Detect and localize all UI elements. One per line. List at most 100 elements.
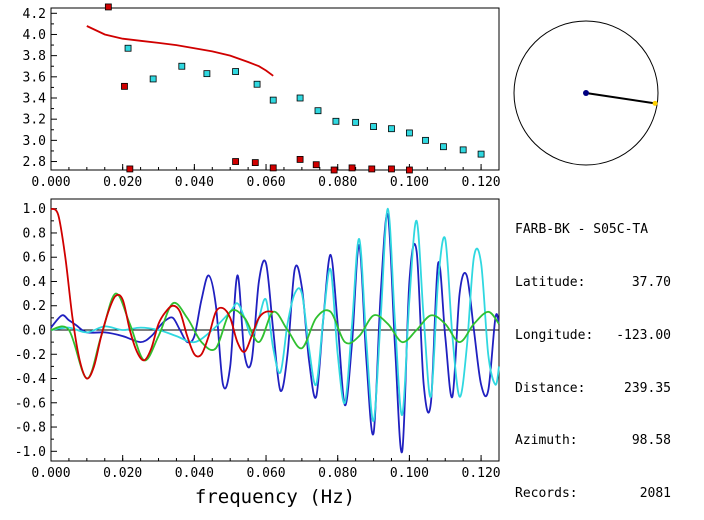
top-series-2-point xyxy=(312,161,320,169)
top-series-1-point xyxy=(269,96,277,104)
top-plot-frame xyxy=(50,7,500,171)
map-circle xyxy=(513,20,659,166)
bottom-series-layer xyxy=(50,207,500,454)
top-x-tick-label: 0.020 xyxy=(103,175,142,190)
top-x-tick-label: 0.000 xyxy=(31,175,70,190)
station-center-dot xyxy=(583,90,589,96)
top-series-1-point xyxy=(178,62,186,70)
bottom-y-tick-label: -0.4 xyxy=(15,372,46,387)
top-series-1-point xyxy=(352,118,360,126)
top-series-2-point xyxy=(388,165,395,173)
bottom-y-tick-label: 0.8 xyxy=(23,226,46,241)
bottom-y-tick-label: -0.6 xyxy=(15,396,46,411)
top-series-2-point xyxy=(232,158,239,165)
bottom-x-tick-label: 0.120 xyxy=(462,466,501,481)
station-end-dot xyxy=(652,100,658,106)
info-label: Latitude: xyxy=(515,274,586,290)
top-series-line xyxy=(86,25,274,77)
x-axis-title: frequency (Hz) xyxy=(195,486,355,508)
top-x-tick-label: 0.080 xyxy=(318,175,357,190)
bottom-x-tick-label: 0.080 xyxy=(318,466,357,481)
bottom-series-0-line xyxy=(50,212,500,454)
bottom-x-tick-label: 0.100 xyxy=(390,466,429,481)
info-value: 2081 xyxy=(639,486,671,502)
bottom-y-tick-label: -1.0 xyxy=(15,445,46,460)
bottom-x-tick-label: 0.020 xyxy=(103,466,142,481)
bottom-y-tick-label: 0.6 xyxy=(23,251,46,266)
top-series-1-point xyxy=(459,146,467,154)
top-x-tick-label: 0.040 xyxy=(175,175,214,190)
top-series-1-point xyxy=(477,150,485,158)
top-series-2-point xyxy=(104,3,112,11)
top-series-1-point xyxy=(253,80,261,88)
bottom-y-tick-label: 0.2 xyxy=(23,299,46,314)
bottom-y-tick-label: -0.2 xyxy=(15,348,46,363)
bottom-series-2-line xyxy=(50,292,500,380)
top-series-1-point xyxy=(314,107,322,115)
top-series-2-point xyxy=(405,166,413,174)
top-series-1-point xyxy=(422,136,429,144)
top-series-2-point xyxy=(330,166,338,174)
top-series-2-point xyxy=(269,164,277,172)
top-series-2-point xyxy=(126,165,134,173)
info-value: 37.70 xyxy=(631,274,671,290)
info-value: -123.00 xyxy=(616,327,671,343)
bottom-series-3-line xyxy=(50,207,274,380)
info-label: Distance: xyxy=(515,380,586,396)
top-y-tick-label: 3.6 xyxy=(23,70,46,85)
waveform-plot: -1.0 -0.8 -0.6 -0.4 -0.2 0.0 0.2 0.4 0.6 0.8 1.0 0… xyxy=(15,198,501,508)
velocity-dispersion-plot: 2.8 3.0 3.2 3.4 3.6 3.8 4.0 4.2 0.000 0.020 0.040… xyxy=(23,3,501,190)
station-info-panel: FARB-BK - S05C-TA Latitude: 37.70 Longitu… xyxy=(515,186,671,520)
top-series-2-point xyxy=(121,82,128,90)
info-label: Longitude: xyxy=(515,327,594,343)
top-series-1-point xyxy=(440,143,447,151)
top-y-tick-label: 3.4 xyxy=(23,92,47,107)
top-series-1-point xyxy=(232,68,239,75)
bottom-x-tick-label: 0.000 xyxy=(31,466,70,481)
top-series-1-point xyxy=(388,125,395,133)
bottom-y-axis: -1.0 -0.8 -0.6 -0.4 -0.2 0.0 0.2 0.4 0.6 0.8 1.0 xyxy=(15,202,57,460)
top-series-2-point xyxy=(348,164,356,172)
top-series-1-point xyxy=(124,44,132,52)
top-series-1-point xyxy=(332,117,340,125)
top-y-tick-label: 3.8 xyxy=(23,49,46,64)
top-series-1-point xyxy=(149,75,157,83)
top-y-tick-label: 2.8 xyxy=(23,155,46,170)
bottom-x-axis: 0.000 0.020 0.040 0.060 0.080 0.100 0.120 xyxy=(31,455,501,481)
top-series-2-point xyxy=(251,159,259,166)
bottom-x-tick-label: 0.060 xyxy=(246,466,285,481)
top-series-layer xyxy=(86,3,485,174)
top-series-1-point xyxy=(405,129,413,137)
info-row-latitude: Latitude: 37.70 xyxy=(515,274,671,292)
bottom-y-tick-label: 0.0 xyxy=(23,324,46,339)
top-y-tick-label: 3.2 xyxy=(23,113,46,128)
azimuth-map xyxy=(513,20,659,166)
info-label: Records: xyxy=(515,486,578,502)
info-value: 239.35 xyxy=(624,380,671,396)
top-y-tick-label: 4.0 xyxy=(23,28,46,43)
info-row-records: Records: 2081 xyxy=(515,485,671,503)
info-label: Azimuth: xyxy=(515,433,578,449)
top-series-2-point xyxy=(296,156,304,163)
top-series-1-point xyxy=(370,123,377,130)
bottom-x-tick-label: 0.040 xyxy=(175,466,214,481)
top-x-axis: 0.000 0.020 0.040 0.060 0.080 0.100 0.120 xyxy=(31,164,501,190)
top-x-tick-label: 0.100 xyxy=(390,175,429,190)
azimuth-line xyxy=(585,92,656,105)
top-x-tick-label: 0.060 xyxy=(246,175,285,190)
top-series-1-point xyxy=(203,70,211,78)
bottom-series-1-line xyxy=(50,207,500,422)
info-row-azimuth: Azimuth: 98.58 xyxy=(515,432,671,450)
info-value: 98.58 xyxy=(631,433,671,449)
top-series-1-point xyxy=(296,94,304,102)
bottom-y-tick-label: -0.8 xyxy=(15,421,46,436)
info-row-distance: Distance: 239.35 xyxy=(515,380,671,398)
top-y-tick-label: 4.2 xyxy=(23,7,46,22)
top-x-tick-label: 0.120 xyxy=(462,175,501,190)
bottom-y-tick-label: 1.0 xyxy=(23,202,46,217)
info-row-longitude: Longitude: -123.00 xyxy=(515,327,671,345)
top-series-2-point xyxy=(368,165,376,173)
top-y-axis: 2.8 3.0 3.2 3.4 3.6 3.8 4.0 4.2 xyxy=(23,7,57,170)
top-y-tick-label: 3.0 xyxy=(23,134,46,149)
